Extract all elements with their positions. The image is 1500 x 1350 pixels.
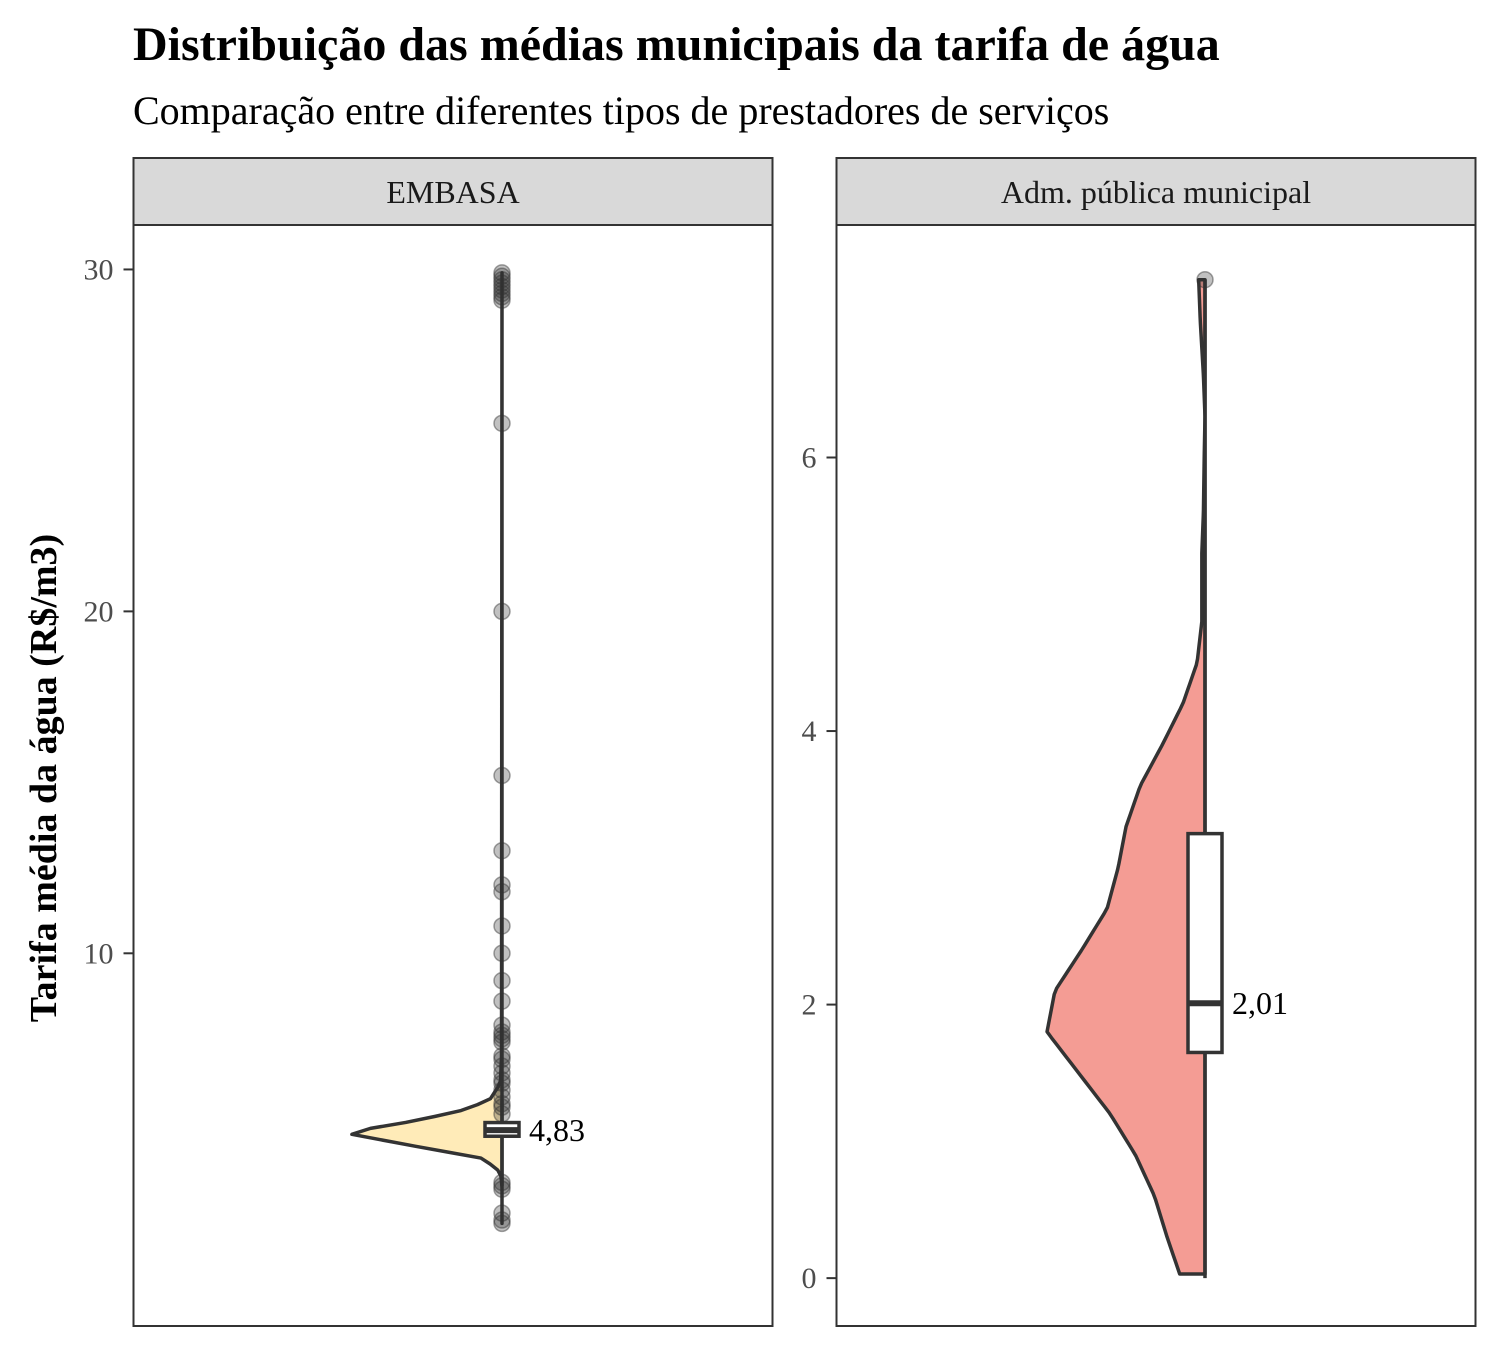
y-tick-label-embasa: 10 — [84, 937, 114, 970]
y-tick-label-adm-publica: 6 — [802, 442, 817, 475]
panel-marks-adm-publica: 2,01 — [1045, 270, 1288, 1279]
chart-title: Distribuição das médias municipais da ta… — [133, 18, 1220, 71]
panel-embasa: EMBASA 4,83 10 20 30 — [84, 157, 774, 1327]
chart-subtitle: Comparação entre diferentes tipos de pre… — [133, 88, 1109, 133]
panel-marks-embasa: 4,83 — [350, 264, 585, 1233]
y-tick-label-adm-publica: 4 — [802, 715, 817, 748]
data-point-embasa — [493, 1033, 511, 1051]
strip-background-adm-publica — [835, 157, 1477, 226]
data-point-embasa — [493, 1094, 511, 1113]
data-point-embasa — [493, 917, 511, 935]
data-point-embasa — [493, 1074, 511, 1092]
data-point-embasa — [493, 1050, 511, 1069]
data-point-embasa — [493, 971, 511, 990]
data-point-embasa — [493, 1177, 511, 1195]
data-point-embasa — [493, 1088, 511, 1106]
panel-adm-publica-municipal: Adm. pública municipal 2,01 0 2 4 6 — [802, 157, 1477, 1327]
data-point-embasa — [493, 1105, 511, 1123]
strip-label-adm-publica: Adm. pública municipal — [1001, 174, 1311, 210]
median-label-adm-publica: 2,01 — [1232, 985, 1288, 1021]
data-point-embasa — [493, 1023, 511, 1041]
strip-background-embasa — [132, 157, 774, 226]
y-axis-label: Tarifa média da água (R$/m3) — [23, 534, 65, 1022]
data-point-embasa — [493, 1081, 511, 1099]
data-point-embasa — [493, 1064, 511, 1082]
data-point-embasa — [493, 1214, 511, 1233]
data-point-embasa — [493, 992, 511, 1010]
data-point-embasa — [493, 876, 511, 894]
data-point-embasa — [493, 291, 511, 309]
data-point-embasa — [493, 1173, 511, 1192]
strip-label-embasa: EMBASA — [386, 174, 519, 210]
data-point-embasa — [493, 1047, 511, 1065]
y-tick-label-embasa: 30 — [84, 253, 114, 286]
y-tick-label-embasa: 20 — [84, 595, 114, 628]
data-point-embasa — [493, 944, 511, 963]
data-point-embasa — [493, 414, 511, 433]
y-tick-label-adm-publica: 0 — [802, 1262, 817, 1295]
data-point-embasa — [493, 602, 511, 621]
panel-border-adm-publica — [835, 224, 1477, 1327]
violin-embasa — [350, 271, 504, 1226]
y-axis-embasa: 10 20 30 — [84, 253, 134, 970]
data-point-embasa — [493, 766, 511, 785]
data-point-embasa — [493, 284, 511, 303]
data-point-embasa — [493, 277, 511, 296]
data-point-embasa — [493, 1204, 511, 1222]
data-point-embasa — [493, 1057, 511, 1075]
panel-border-embasa — [132, 224, 774, 1327]
box-adm-publica — [1186, 831, 1224, 1055]
data-point-embasa — [493, 1071, 511, 1089]
data-point-embasa — [493, 883, 511, 901]
data-point-embasa — [493, 274, 511, 292]
data-point-embasa — [493, 1211, 511, 1229]
data-point-embasa — [493, 267, 511, 286]
violin-adm-publica — [1045, 277, 1207, 1276]
data-point-embasa — [493, 264, 511, 282]
data-point-embasa — [493, 281, 511, 299]
data-point-embasa — [493, 841, 511, 860]
median-label-embasa: 4,83 — [529, 1112, 585, 1148]
data-point-embasa — [493, 1030, 511, 1048]
y-axis-adm-publica: 0 2 4 6 — [802, 442, 837, 1295]
data-point-embasa — [493, 270, 511, 289]
data-point-embasa — [493, 288, 511, 306]
y-tick-label-adm-publica: 2 — [802, 989, 817, 1022]
data-point-adm-publica — [1196, 270, 1214, 289]
data-point-embasa — [493, 1098, 511, 1116]
data-point-embasa — [493, 1180, 511, 1198]
data-point-embasa — [493, 1016, 511, 1034]
data-point-embasa — [493, 1026, 511, 1045]
